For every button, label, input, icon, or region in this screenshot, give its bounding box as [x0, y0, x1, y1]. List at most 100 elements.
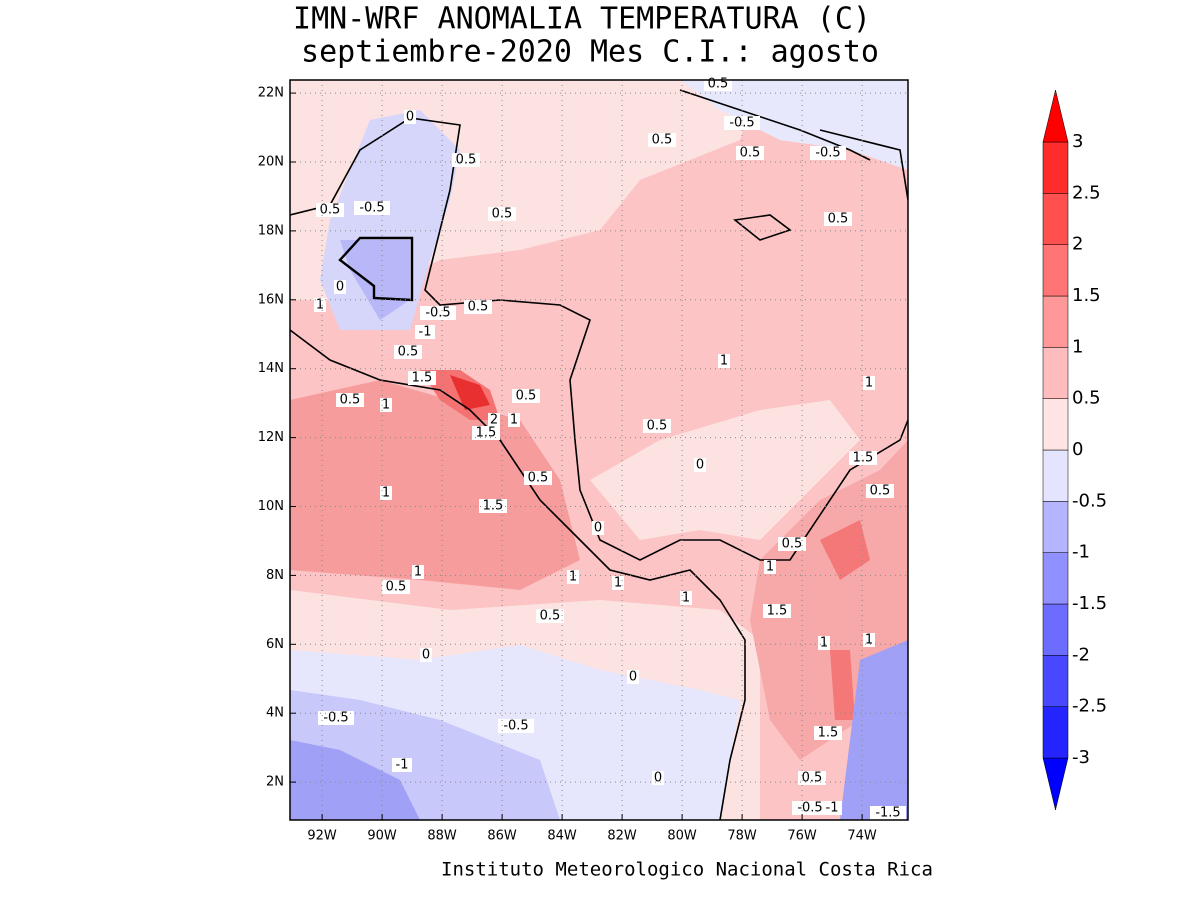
contour-label-bg — [382, 580, 410, 594]
contour-label: 0.5 — [540, 609, 561, 624]
x-tick-label: 88W — [427, 829, 457, 844]
contour-label-bg — [643, 419, 671, 433]
contour-label-bg — [508, 413, 520, 427]
x-tick-label: 80W — [667, 829, 697, 844]
contour-label: -1 — [419, 325, 432, 340]
contour-label: -0.5 — [425, 306, 450, 321]
contour-label-bg — [824, 212, 852, 226]
contour-label-bg — [866, 484, 894, 498]
contour-label-bg — [849, 451, 877, 465]
contour-label-bg — [822, 801, 842, 815]
subtitle: septiembre-2020 Mes C.I.: agosto — [301, 35, 879, 70]
contour-label: 0.5 — [386, 580, 407, 595]
contour-label-bg — [863, 633, 875, 647]
y-tick-label: 6N — [266, 637, 284, 652]
contour-label-bg — [354, 201, 390, 215]
contour-label: 1.5 — [483, 499, 504, 514]
contour-label-bg — [334, 280, 346, 294]
contour-label-bg — [420, 648, 432, 662]
contour-label-bg — [380, 398, 392, 412]
contour-label: 1.5 — [476, 426, 497, 441]
contour-label: 1.5 — [412, 371, 433, 386]
contour-label: -1.5 — [875, 806, 900, 821]
contour-label: 0.5 — [802, 771, 823, 786]
y-tick-label: 8N — [266, 568, 284, 583]
contour-label-bg — [627, 670, 639, 684]
contour-label-bg — [464, 300, 492, 314]
contour-label-bg — [488, 413, 500, 427]
colorbar-label: 2 — [1072, 234, 1083, 255]
contour-label-bg — [870, 806, 906, 820]
contour-label-bg — [810, 146, 846, 160]
y-tick-label: 2N — [266, 775, 284, 790]
contour-label: 0.5 — [468, 300, 489, 315]
contour-label: -1 — [826, 801, 839, 816]
colorbar-label: 0 — [1072, 439, 1083, 460]
contour-label-bg — [488, 207, 516, 221]
colorbar-swatch — [1042, 193, 1069, 245]
contour-label-bg — [724, 116, 760, 130]
contour-label: 0.5 — [398, 345, 419, 360]
contour-label-bg — [778, 537, 806, 551]
y-tick-label: 16N — [258, 292, 284, 307]
x-tick-label: 76W — [787, 829, 817, 844]
contour-label-bg — [408, 371, 436, 385]
colorbar-label: 1.5 — [1072, 285, 1101, 306]
contour-label: 1 — [510, 413, 518, 428]
x-tick-label: 74W — [847, 829, 877, 844]
colorbar-swatch — [1042, 501, 1069, 553]
contour-labels: 0 0.5 0.5 -0.5 0.5 0.5 0.5 -0.5 0.5 -0.5 0.5 0 1 -0.5… — [314, 77, 906, 821]
contour-label-bg — [392, 758, 412, 772]
contour-label-bg — [612, 576, 624, 590]
contour-label: -0.5 — [815, 146, 840, 161]
contour-label: 1 — [569, 570, 577, 585]
colorbar-swatch — [1042, 244, 1069, 297]
contour-label: 1 — [316, 298, 324, 313]
contour-label: -0.5 — [797, 801, 822, 816]
contour-label-bg — [648, 133, 676, 147]
map-frame — [289, 79, 909, 821]
contour-label-bg — [567, 570, 579, 584]
contour-label-bg — [512, 389, 540, 403]
contour-label-bg — [380, 486, 392, 500]
contour-label: 0 — [594, 521, 602, 536]
x-tick-label: 86W — [487, 829, 517, 844]
contour-label: 1 — [865, 376, 873, 391]
contour-label: 1.5 — [853, 451, 874, 466]
colorbar-label: -0.5 — [1072, 490, 1107, 511]
contour-label-bg — [404, 110, 416, 124]
y-tick-label: 12N — [258, 430, 284, 445]
colorbar-swatch — [1042, 552, 1069, 605]
y-tick-label: 20N — [258, 154, 284, 169]
contour-label: 0.5 — [340, 393, 361, 408]
contour-label: 0.5 — [320, 203, 341, 218]
contour-label: 1 — [720, 354, 728, 369]
contour-label-bg — [592, 521, 604, 535]
contour-label: 0.5 — [492, 207, 513, 222]
title: IMN-WRF ANOMALIA TEMPERATURA (C) — [293, 2, 871, 37]
contour-label: 0.5 — [456, 153, 477, 168]
contour-label: 0 — [406, 110, 414, 125]
contour-label: 0 — [422, 648, 430, 663]
contour-label-bg — [764, 560, 776, 574]
contour-label: 0.5 — [647, 419, 668, 434]
colorbar-label: 2.5 — [1072, 182, 1101, 203]
contour-label: 0.5 — [516, 389, 537, 404]
contour-label: 0 — [654, 771, 662, 786]
colorbar-swatch — [1042, 398, 1069, 451]
contour-label-bg — [415, 325, 435, 339]
colorbar-swatch — [1042, 295, 1069, 348]
contour-label: -0.5 — [359, 201, 384, 216]
contour-label-bg — [498, 719, 534, 733]
colorbar-swatch — [1042, 141, 1069, 194]
contour-label: 2 — [490, 413, 498, 428]
contour-label: 1.5 — [818, 726, 839, 741]
contour-label-bg — [536, 609, 564, 623]
anomaly-field — [290, 80, 908, 820]
y-tick-label: 14N — [258, 361, 284, 376]
colorbar-swatch — [1042, 706, 1069, 759]
contour-label-bg — [680, 591, 692, 605]
contour-label: -0.5 — [323, 711, 348, 726]
contour-label-bg — [792, 801, 828, 815]
